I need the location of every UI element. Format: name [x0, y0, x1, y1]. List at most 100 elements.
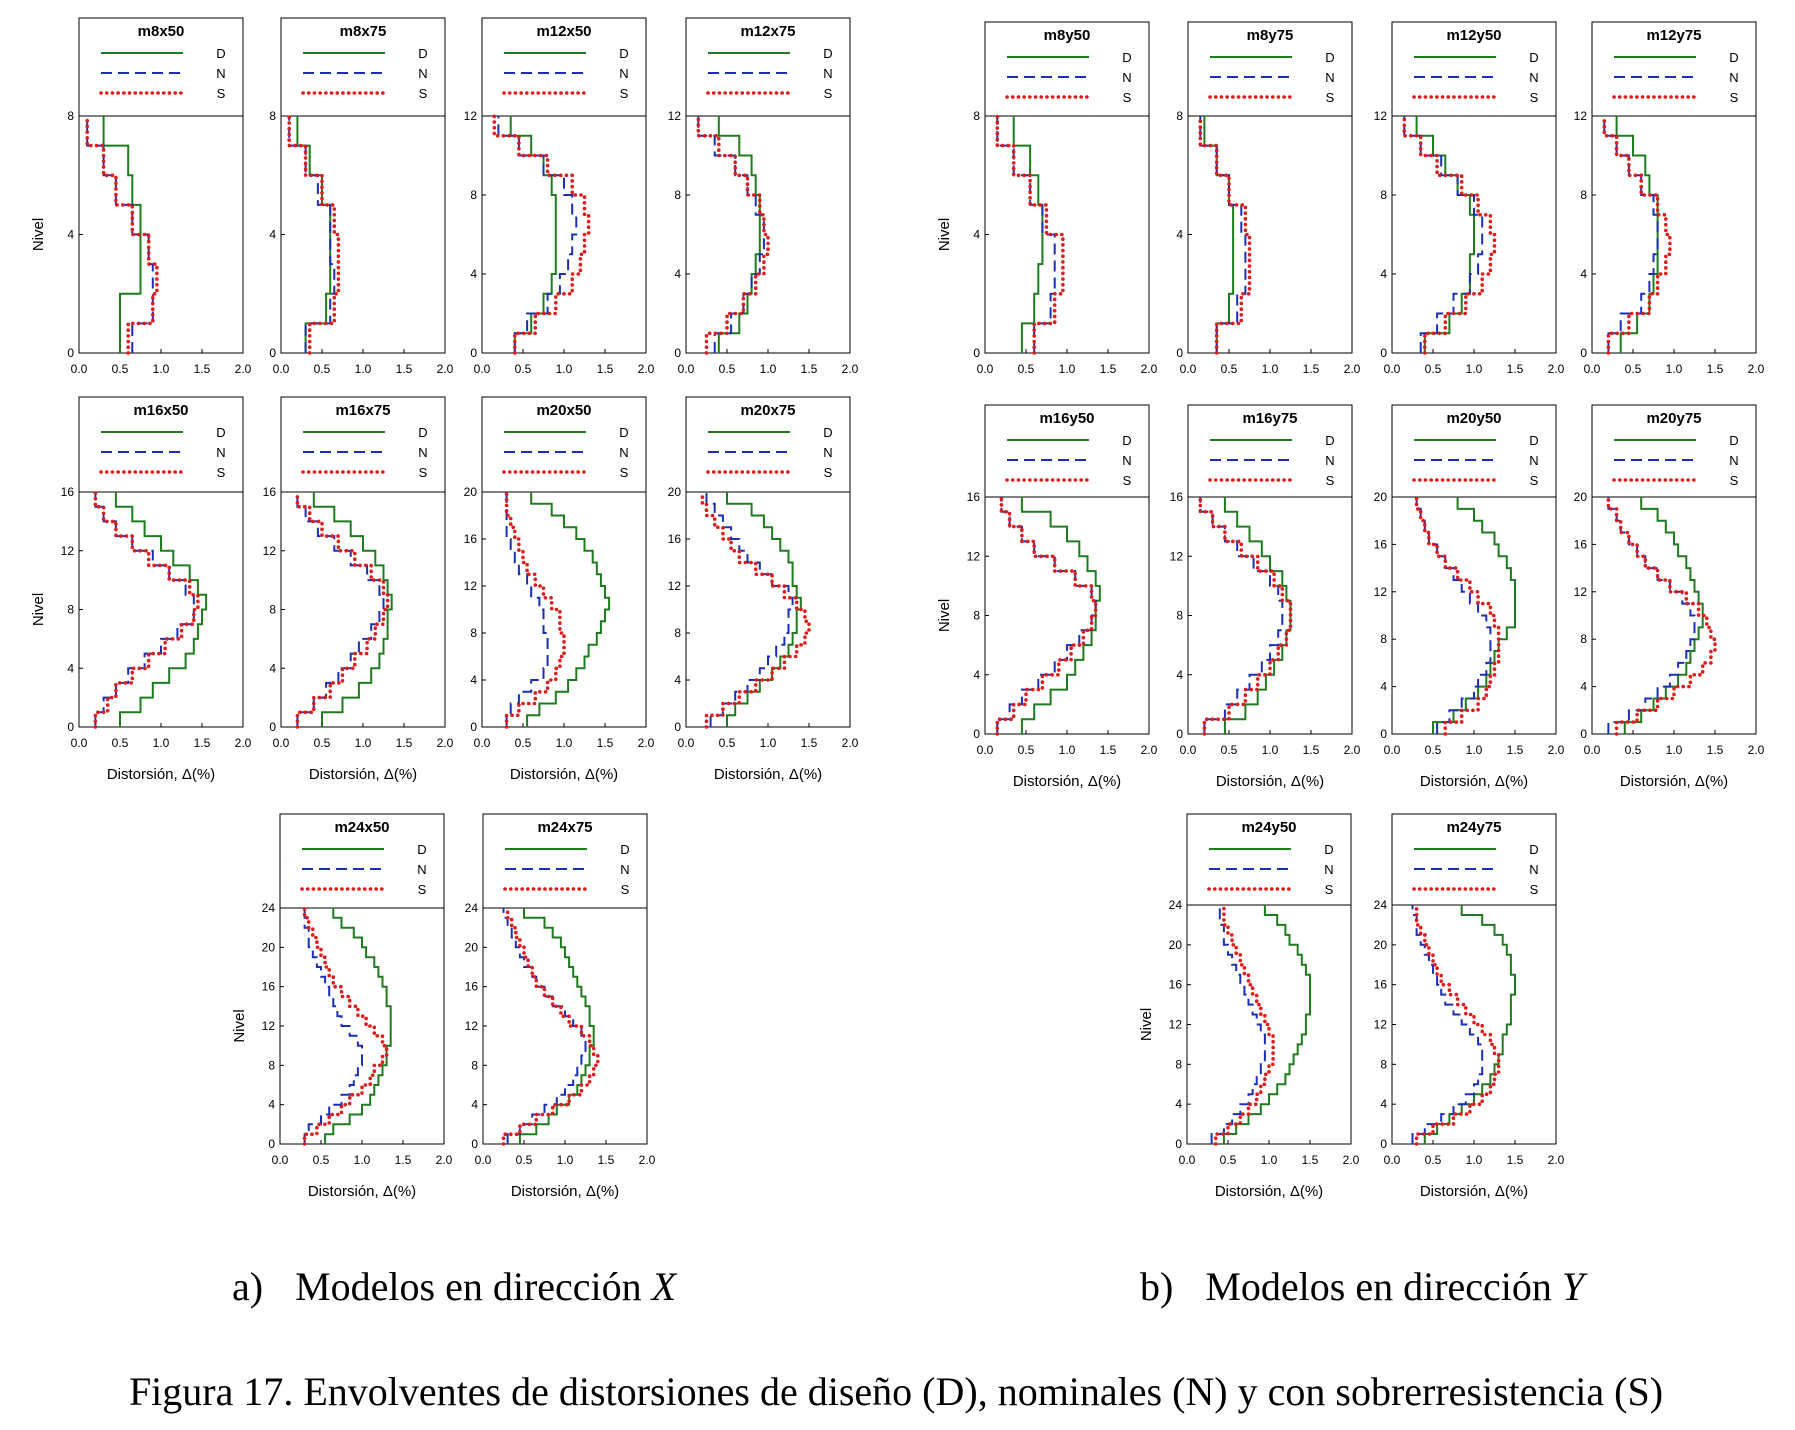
x-tick-label: 1.5 [396, 736, 413, 750]
legend-label-D: D [216, 425, 225, 440]
y-tick-label: 12 [262, 1019, 276, 1033]
chart-panel-m12x50: m12x50 DNS 0 4 8 12 0.0 0.5 1.0 1.5 2.0 [464, 17, 655, 376]
x-tick-label: 0.5 [719, 736, 736, 750]
series-D-line [102, 116, 142, 353]
x-tick-label: 2.0 [1141, 743, 1158, 757]
x-tick-label: 0.0 [1384, 362, 1401, 376]
series-N-line [1210, 905, 1266, 1144]
legend-label-N: N [619, 445, 628, 460]
series-N-line [705, 492, 794, 727]
x-tick-label: 0.5 [1018, 362, 1035, 376]
series-S-line [1213, 903, 1275, 1146]
y-axis-label: Nivel [231, 1009, 248, 1042]
y-tick-label: 4 [470, 267, 477, 281]
series-N-line [505, 492, 549, 727]
chart-title: m8x75 [340, 23, 387, 40]
chart-title: m8y75 [1247, 27, 1294, 44]
chart-title: m24x50 [334, 819, 389, 836]
y-tick-label: 8 [1380, 632, 1387, 646]
chart-panel-m12y75: m12y75 DNS 0 4 8 12 0.0 0.5 1.0 1.5 2.0 [1574, 21, 1765, 376]
x-tick-label: 1.5 [598, 1153, 615, 1167]
y-axis-label: Nivel [1138, 1008, 1155, 1041]
group-label-y-letter: b) [1140, 1264, 1173, 1309]
x-tick-label: 0.5 [112, 736, 129, 750]
legend-label-S: S [217, 86, 226, 101]
series-S-line [1602, 114, 1672, 355]
y-tick-label: 0 [470, 346, 477, 360]
legend-label-S: S [1730, 90, 1739, 105]
chart-title: m12y50 [1446, 27, 1501, 44]
y-tick-label: 20 [668, 485, 682, 499]
series-S-line [93, 490, 200, 729]
chart-panel-m12y50: m12y50 DNS 0 4 8 12 0.0 0.5 1.0 1.5 2.0 [1374, 21, 1565, 376]
legend-label-N: N [216, 66, 225, 81]
y-axis-label: Nivel [936, 218, 953, 251]
plot-area [78, 491, 244, 728]
x-tick-label: 0.0 [71, 362, 88, 376]
y-tick-label: 16 [465, 980, 479, 994]
chart-title: m16y75 [1242, 410, 1297, 427]
plot-area [685, 115, 851, 354]
series-N-line [1199, 497, 1284, 734]
legend-label-D: D [1325, 50, 1334, 65]
series-S-line [504, 490, 566, 729]
series-D-line [114, 492, 208, 727]
legend-label-S: S [1530, 473, 1539, 488]
series-D-line [1423, 905, 1516, 1144]
legend-label-S: S [620, 465, 629, 480]
x-tick-label: 1.5 [1302, 1153, 1319, 1167]
legend-label-D: D [418, 425, 427, 440]
x-tick-label: 2.0 [1548, 1153, 1565, 1167]
x-tick-label: 0.0 [678, 736, 695, 750]
y-tick-label: 8 [1380, 188, 1387, 202]
y-tick-label: 8 [268, 1058, 275, 1072]
x-tick-label: 2.0 [1141, 362, 1158, 376]
legend-label-N: N [823, 445, 832, 460]
y-tick-label: 0 [471, 1137, 478, 1151]
x-tick-label: 1.5 [194, 362, 211, 376]
y-tick-label: 8 [1176, 609, 1183, 623]
series-N-line [296, 492, 385, 727]
y-tick-label: 16 [61, 485, 75, 499]
y-tick-label: 8 [1176, 109, 1183, 123]
x-tick-label: 0.0 [272, 1153, 289, 1167]
series-D-line [526, 492, 611, 727]
y-tick-label: 12 [1374, 585, 1388, 599]
y-tick-label: 8 [674, 626, 681, 640]
x-tick-label: 2.0 [638, 736, 655, 750]
y-tick-label: 16 [1170, 490, 1184, 504]
legend-label-S: S [620, 86, 629, 101]
series-D-line [1012, 116, 1044, 353]
chart-panel-m8x50: m8x50 DNS 0 4 8 0.0 0.5 1.0 1.5 2.0 Nivel [30, 17, 252, 376]
legend-label-S: S [1730, 473, 1739, 488]
legend-label-D: D [620, 842, 629, 857]
group-label-y-text: Modelos en dirección [1205, 1264, 1562, 1309]
y-tick-label: 8 [1580, 632, 1587, 646]
chart-panel-m16x50: m16x50 DNS 0 4 8 12 16 0.0 0.5 1.0 1.5 2.0 Nivel Dist… [30, 396, 252, 783]
y-tick-label: 4 [973, 228, 980, 242]
x-tick-label: 0.5 [516, 1153, 533, 1167]
series-D-line [1203, 116, 1235, 353]
x-axis-label: Distorsión, Δ(%) [1420, 1183, 1528, 1200]
y-tick-label: 24 [1169, 898, 1183, 912]
legend-label-D: D [1529, 842, 1538, 857]
x-tick-label: 0.5 [1221, 362, 1238, 376]
series-D-line [1222, 905, 1311, 1144]
x-tick-label: 0.0 [1384, 743, 1401, 757]
x-tick-label: 0.0 [273, 736, 290, 750]
x-tick-label: 2.0 [437, 736, 454, 750]
chart-title: m24y50 [1241, 819, 1296, 836]
x-axis-label: Distorsión, Δ(%) [714, 766, 822, 783]
group-label-y-axis: Y [1562, 1264, 1588, 1309]
y-tick-label: 24 [465, 901, 479, 915]
x-tick-label: 0.5 [719, 362, 736, 376]
x-tick-label: 0.0 [977, 743, 994, 757]
series-S-line [85, 114, 159, 355]
legend-label-D: D [1729, 50, 1738, 65]
y-tick-label: 16 [1374, 537, 1388, 551]
x-tick-label: 1.0 [1666, 362, 1683, 376]
x-axis-label: Distorsión, Δ(%) [308, 1183, 416, 1200]
y-tick-label: 12 [668, 109, 682, 123]
x-tick-label: 1.0 [556, 736, 573, 750]
